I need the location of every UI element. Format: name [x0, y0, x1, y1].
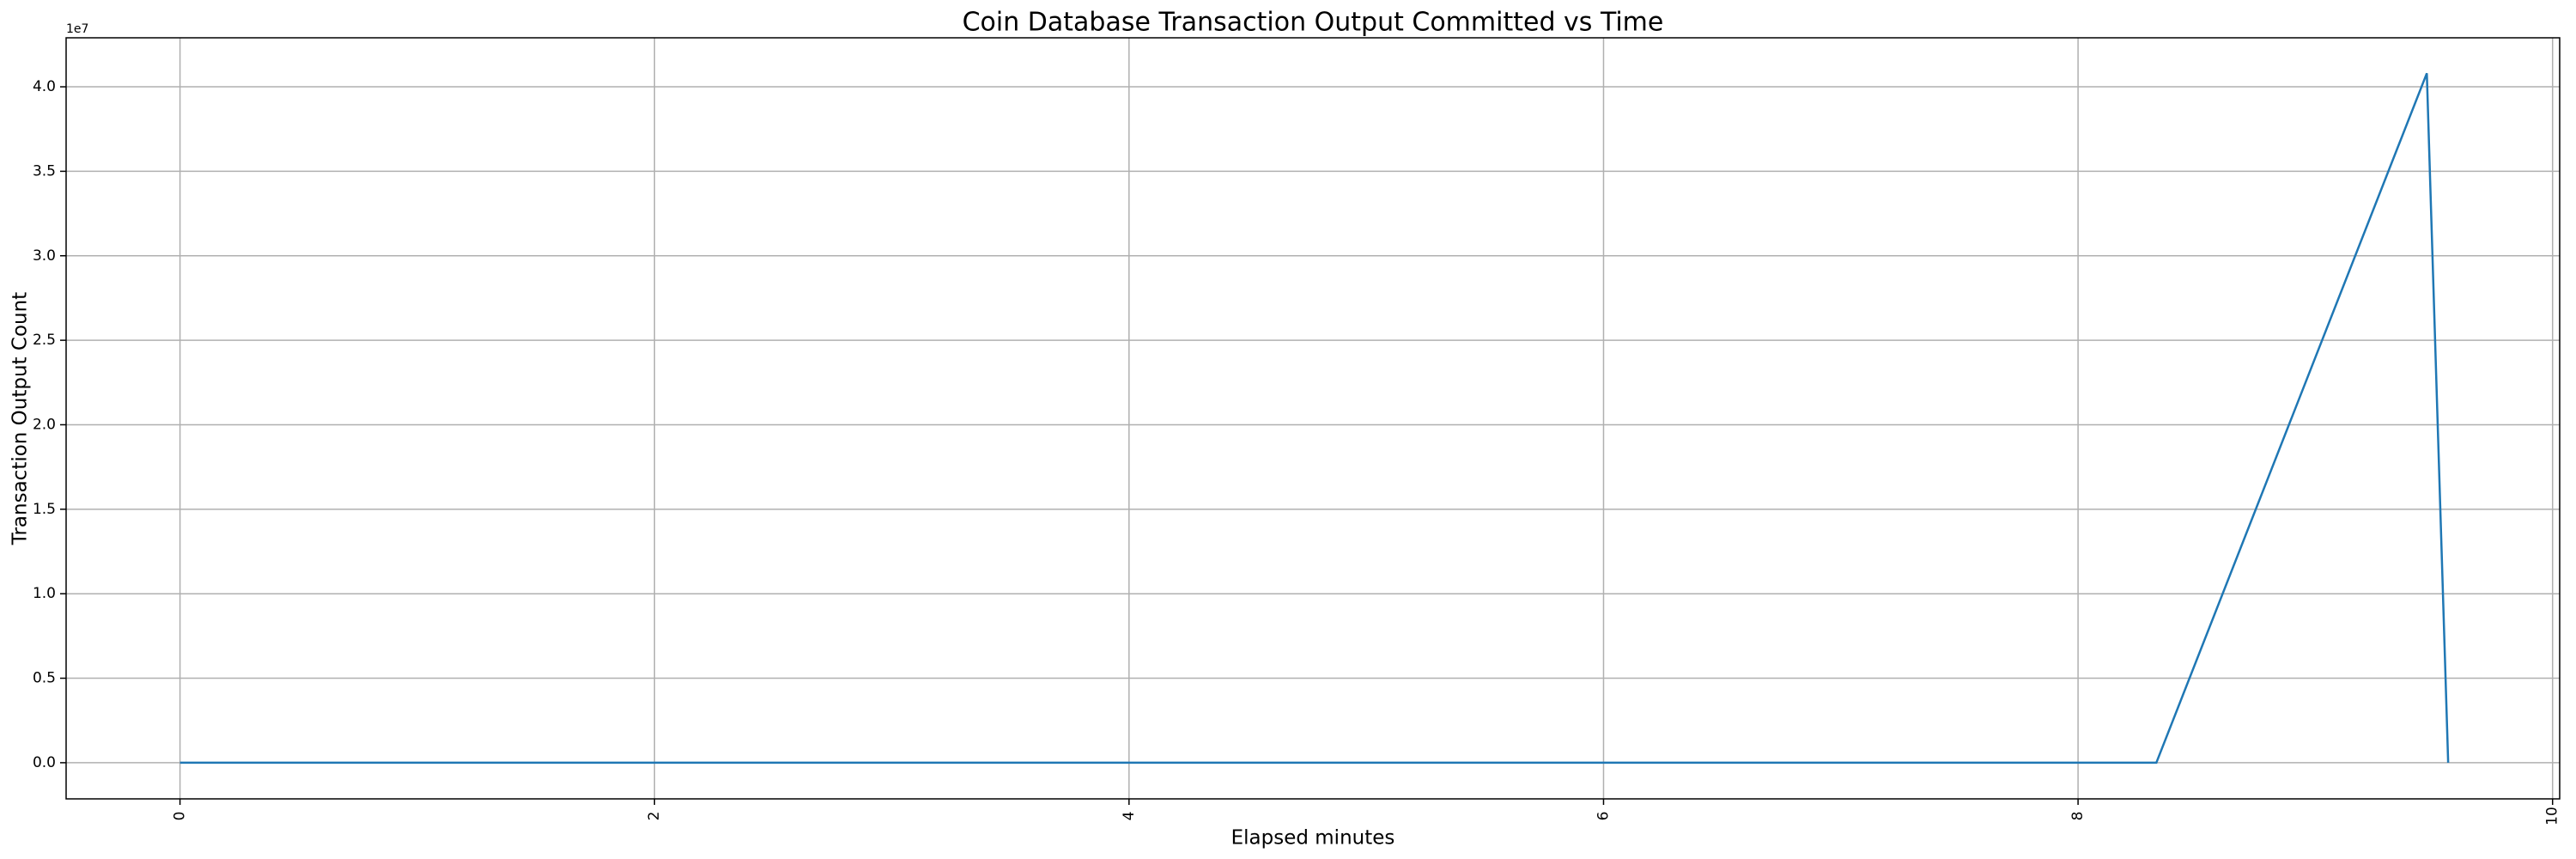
y-tick-label: 0.0: [33, 754, 56, 771]
x-axis-label: Elapsed minutes: [1231, 827, 1395, 850]
chart-title: Coin Database Transaction Output Committ…: [963, 8, 1664, 38]
y-tick-label: 3.5: [33, 162, 56, 180]
x-tick-label: 0: [172, 812, 189, 821]
x-tick-label: 6: [1595, 812, 1612, 821]
x-tick-label: 4: [1121, 812, 1138, 821]
y-tick-label: 2.5: [33, 332, 56, 349]
y-tick-label: 3.0: [33, 247, 56, 265]
y-tick-label: 4.0: [33, 78, 56, 95]
x-tick-label: 2: [646, 812, 663, 821]
plot-frame: [65, 37, 2561, 800]
data-line: [179, 72, 2450, 765]
y-axis-label: Transaction Output Count: [9, 292, 32, 545]
y-tick-label: 2.0: [33, 416, 56, 433]
y-offset-label: 1e7: [66, 22, 88, 36]
y-tick-label: 0.5: [33, 670, 56, 687]
x-tick-label: 8: [2069, 812, 2087, 821]
y-tick-label: 1.5: [33, 501, 56, 518]
x-tick-label: 10: [2544, 807, 2561, 825]
y-tick-label: 1.0: [33, 585, 56, 602]
